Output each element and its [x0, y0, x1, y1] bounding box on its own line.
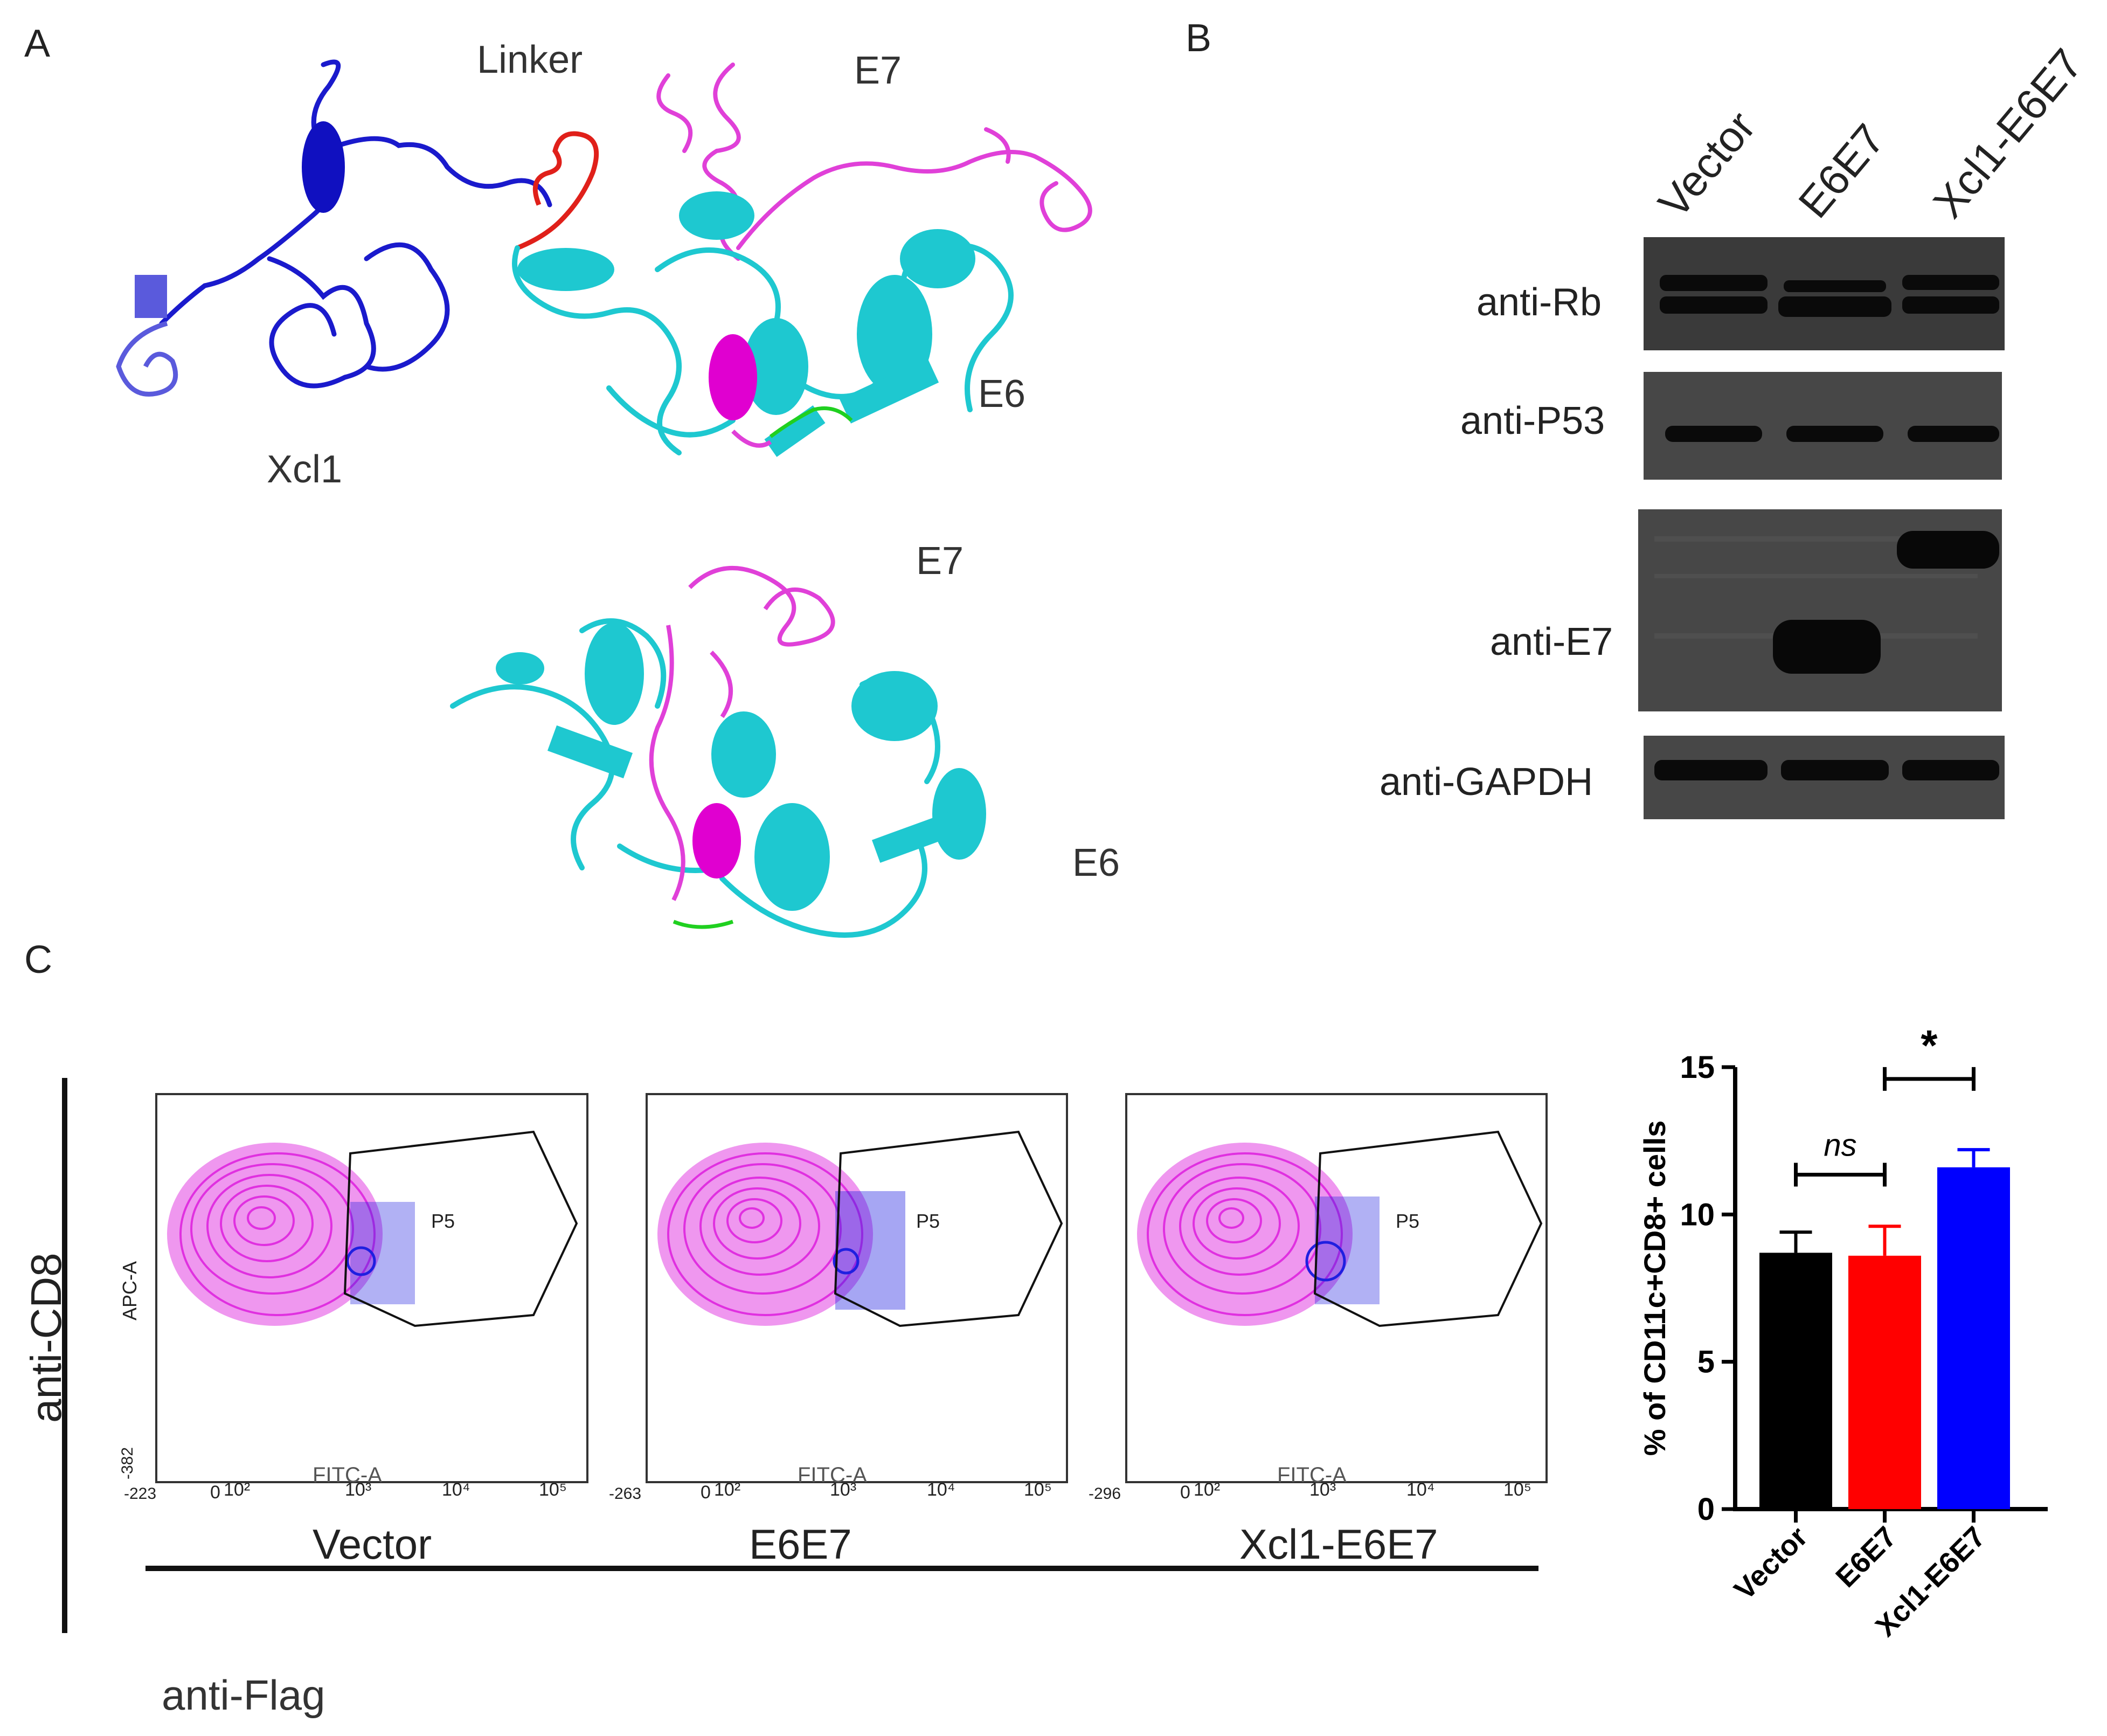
lane-label-e6e7: E6E7 — [1789, 115, 1894, 227]
flow-tick-label: 10⁵ — [539, 1479, 567, 1500]
blot-gapdh — [1644, 736, 2005, 819]
flow-x-axis-name: FITC-A — [798, 1463, 867, 1487]
label-linker: Linker — [477, 38, 583, 81]
flow-tick-label: 10⁴ — [442, 1479, 470, 1500]
flow-x-axis-line — [145, 1566, 1538, 1571]
blot-label-e7: anti-E7 — [1490, 620, 1613, 663]
flow-x-min-label: -223 — [124, 1485, 157, 1503]
protein-structure-top — [116, 59, 1092, 457]
flow-plot-e6e7: P5 -263 0 10² 10³ 10⁴ 10⁵ FITC-A — [593, 1083, 1105, 1504]
significance-label: ns — [1824, 1128, 1856, 1163]
label-e6-bottom: E6 — [1072, 841, 1120, 884]
flow-tick-label: 10² — [714, 1479, 741, 1500]
flow-y-axis-line — [62, 1078, 67, 1633]
flow-tick-label: 10⁴ — [1406, 1479, 1435, 1500]
flow-y-axis-name: APC-A — [119, 1261, 141, 1320]
bar-xcl1-e6e7 — [1937, 1167, 2010, 1509]
flow-condition-xcl1-e6e7: Xcl1-E6E7 — [1239, 1520, 1438, 1568]
lane-label-vector: Vector — [1649, 102, 1765, 227]
panel-letter-c: C — [24, 938, 52, 981]
flow-tick-label: 0 — [1180, 1482, 1190, 1503]
flow-tick-label: 10⁵ — [1024, 1479, 1052, 1500]
label-e6-top: E6 — [978, 372, 1026, 416]
blot-label-gapdh: anti-GAPDH — [1380, 760, 1593, 804]
flow-x-min-label: -296 — [1089, 1485, 1121, 1503]
panel-letter-b: B — [1186, 17, 1212, 60]
flow-tick-label: 0 — [701, 1482, 711, 1503]
flow-tick-label: 10³ — [345, 1479, 372, 1500]
blot-e7 — [1638, 509, 2002, 711]
flow-tick-label: 10⁵ — [1503, 1479, 1531, 1500]
bar-vector — [1759, 1253, 1832, 1509]
gate-label: P5 — [1396, 1210, 1420, 1232]
gate-label: P5 — [916, 1210, 940, 1232]
gate-label: P5 — [431, 1210, 455, 1232]
blot-label-p53: anti-P53 — [1460, 399, 1605, 442]
label-e7-bottom: E7 — [916, 540, 964, 583]
flow-condition-e6e7: E6E7 — [749, 1520, 852, 1568]
y-axis-title: % of CD11c+CD8+ cells — [1638, 1121, 1672, 1456]
flow-plot-vector: P5 APC-A -382 -223 0 10² 10³ 10⁴ 10⁵ FIT… — [86, 1083, 598, 1504]
y-tick-label: 10 — [1680, 1197, 1715, 1232]
lane-label-xcl1-e6e7: Xcl1-E6E7 — [1924, 39, 2092, 227]
y-tick-label: 5 — [1697, 1345, 1715, 1380]
x-tick-label: Vector — [1728, 1520, 1814, 1606]
flow-plot-xcl1-e6e7: P5 -296 0 10² 10³ 10⁴ 10⁵ FITC-A — [1072, 1083, 1584, 1504]
flow-x-min-label: -263 — [609, 1485, 642, 1503]
blot-label-rb: anti-Rb — [1477, 281, 1602, 324]
label-xcl1: Xcl1 — [267, 448, 343, 491]
flow-y-min-label: -382 — [119, 1447, 136, 1479]
y-tick-label: 15 — [1680, 1050, 1715, 1085]
flow-tick-label: 10² — [224, 1479, 251, 1500]
bar-e6e7 — [1848, 1255, 1921, 1509]
panel-letter-a: A — [24, 22, 51, 65]
flow-tick-label: 10² — [1194, 1479, 1221, 1500]
flow-condition-vector: Vector — [313, 1520, 432, 1568]
blot-p53 — [1644, 372, 2002, 480]
flow-tick-label: 10³ — [1309, 1479, 1336, 1500]
blot-rb — [1644, 237, 2005, 350]
flow-x-axis-name: FITC-A — [313, 1463, 382, 1487]
flow-tick-label: 10³ — [830, 1479, 857, 1500]
y-tick-label: 0 — [1697, 1492, 1715, 1527]
flow-x-axis-label: anti-Flag — [162, 1671, 325, 1719]
flow-x-axis-name: FITC-A — [1277, 1463, 1347, 1487]
protein-structure-bottom — [450, 566, 986, 938]
flow-tick-label: 0 — [210, 1482, 220, 1503]
label-e7-top: E7 — [854, 49, 902, 92]
flow-tick-label: 10⁴ — [927, 1479, 955, 1500]
x-tick-label: E6E7 — [1829, 1520, 1903, 1594]
significance-label: * — [1921, 1024, 1938, 1069]
